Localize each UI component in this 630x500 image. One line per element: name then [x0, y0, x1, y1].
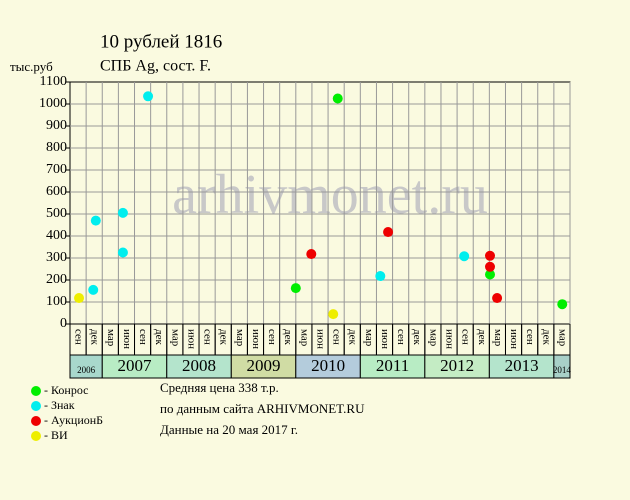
year-label: 2008	[182, 356, 216, 375]
x-tick-label: сен	[331, 329, 343, 345]
legend-label: - Конрос	[44, 383, 88, 397]
x-tick-label: сен	[524, 329, 536, 345]
y-tick-label: 1000	[39, 96, 67, 111]
point	[485, 261, 495, 272]
point	[332, 93, 343, 104]
point	[117, 247, 128, 258]
x-tick-label: мар	[105, 329, 117, 347]
x-tick-label: дек	[347, 329, 359, 345]
point	[74, 293, 85, 304]
year-label: 2012	[440, 356, 474, 375]
y-tick-label: 100	[46, 294, 67, 309]
legend-marker	[31, 386, 41, 396]
x-tick-label: мар	[492, 329, 504, 347]
x-tick-label: сен	[266, 329, 278, 345]
point	[492, 293, 503, 304]
note: по данным сайта ARHIVMONET.RU	[160, 401, 365, 416]
year-label: 2010	[311, 356, 345, 375]
note: Данные на 20 мая 2017 г.	[160, 422, 298, 437]
x-tick-label: дек	[282, 329, 294, 345]
x-tick-label: июн	[121, 329, 133, 349]
plot-area	[69, 81, 571, 325]
year-label: 2009	[247, 356, 281, 375]
x-tick-label: июн	[508, 329, 520, 349]
x-tick-label: мар	[556, 329, 568, 347]
chart-subtitle: СПБ Ag, сост. F.	[100, 58, 211, 75]
watermark: arhivmonet.ru	[172, 164, 488, 226]
y-tick-label: 600	[46, 184, 67, 199]
y-tick-label: 200	[46, 272, 67, 287]
legend-label: - ВИ	[44, 428, 68, 442]
x-tick-label: мар	[298, 329, 310, 347]
point	[290, 283, 301, 294]
x-tick-label: мар	[169, 329, 181, 347]
x-tick-label: дек	[218, 329, 230, 345]
year-label: 2007	[118, 356, 153, 375]
note: Средняя цена 338 т.р.	[160, 380, 279, 395]
x-tick-label: сен	[137, 329, 149, 345]
x-tick-label: июн	[379, 329, 391, 349]
x-tick-label: сен	[395, 329, 407, 345]
y-axis-label: тыс.руб	[10, 59, 53, 74]
x-tick-label: июн	[314, 329, 326, 349]
year-label: 2011	[376, 356, 409, 375]
year-label: 2006	[77, 365, 96, 375]
x-tick-label: дек	[476, 329, 488, 345]
x-tick-label: сен	[202, 329, 214, 345]
year-label: 2014	[553, 365, 572, 375]
y-tick-label: 500	[46, 206, 67, 221]
legend-label: - Знак	[44, 398, 75, 412]
y-tick-label: 1100	[40, 74, 67, 89]
y-tick-label: 400	[46, 228, 67, 243]
x-tick-label: сен	[460, 329, 472, 345]
year-band	[553, 354, 571, 379]
point	[328, 309, 339, 320]
x-tick-label: дек	[153, 329, 165, 345]
point	[88, 284, 99, 295]
point	[306, 249, 317, 260]
x-tick-label: июн	[444, 329, 456, 349]
legend-label: - АукционБ	[44, 413, 103, 427]
x-tick-label: июн	[185, 329, 197, 349]
legend-marker	[31, 431, 41, 441]
y-tick-label: 800	[46, 140, 67, 155]
y-tick-label: 300	[46, 250, 67, 265]
point	[117, 207, 128, 218]
x-tick-label: мар	[234, 329, 246, 347]
point	[459, 251, 470, 262]
x-tick-label: дек	[89, 329, 101, 345]
legend-marker	[31, 401, 41, 411]
point	[143, 91, 154, 102]
x-tick-label: мар	[363, 329, 375, 347]
point	[485, 250, 495, 261]
year-label: 2013	[505, 356, 539, 375]
point	[90, 215, 101, 226]
legend-marker	[31, 416, 41, 426]
x-tick-label: дек	[540, 329, 552, 345]
x-tick-label: июн	[250, 329, 262, 349]
x-tick-label: дек	[411, 329, 423, 345]
point	[383, 227, 394, 238]
chart-title: 10 рублей 1816	[100, 31, 222, 52]
x-tick-label: сен	[73, 329, 85, 345]
point	[557, 299, 568, 310]
y-tick-label: 0	[60, 316, 67, 331]
y-tick-label: 700	[46, 162, 67, 177]
x-tick-label: мар	[427, 329, 439, 347]
point	[375, 271, 386, 282]
y-tick-label: 900	[46, 118, 67, 133]
point	[485, 269, 495, 280]
